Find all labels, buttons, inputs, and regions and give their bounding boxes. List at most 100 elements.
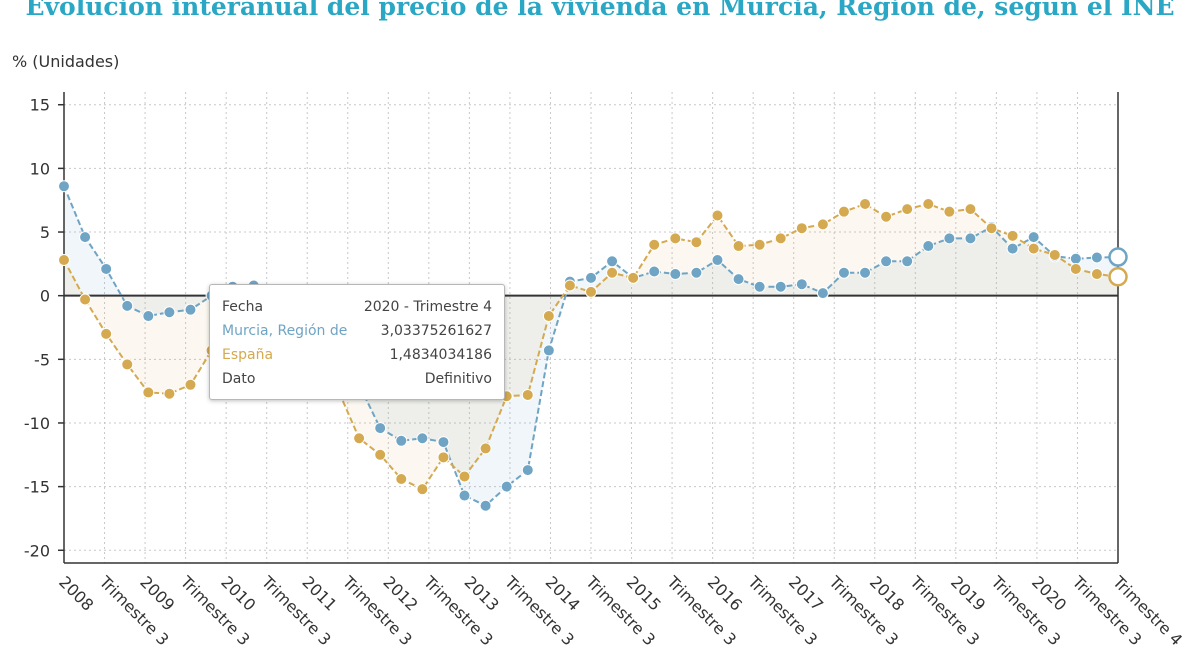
data-point[interactable] xyxy=(458,489,471,502)
data-point[interactable] xyxy=(922,198,935,211)
data-point[interactable] xyxy=(859,266,872,279)
tooltip-murcia-label: Murcia, Región de xyxy=(222,323,348,339)
y-tick-labels: 15 10 5 0 -5 -10 -15 -20 xyxy=(24,96,50,561)
data-point[interactable] xyxy=(184,303,197,316)
data-point[interactable] xyxy=(859,198,872,211)
tooltip-dato-label: Dato xyxy=(222,371,256,387)
data-point[interactable] xyxy=(795,278,808,291)
data-point[interactable] xyxy=(627,271,640,284)
data-tooltip: Fecha 2020 - Trimestre 4 Murcia, Región … xyxy=(209,284,505,400)
data-point[interactable] xyxy=(711,209,724,222)
data-point[interactable] xyxy=(669,232,682,245)
data-point[interactable] xyxy=(521,464,534,477)
data-point[interactable] xyxy=(184,378,197,391)
data-point[interactable] xyxy=(901,203,914,216)
data-point[interactable] xyxy=(437,451,450,464)
data-point[interactable] xyxy=(437,436,450,449)
data-point[interactable] xyxy=(774,280,787,293)
y-tick-label: 15 xyxy=(30,96,50,115)
x-tick-label: 2008 xyxy=(55,572,97,614)
data-point[interactable] xyxy=(121,358,134,371)
data-point[interactable] xyxy=(711,254,724,267)
data-point[interactable] xyxy=(374,448,387,461)
y-axis-unit-label: % (Unidades) xyxy=(12,52,120,71)
data-point[interactable] xyxy=(1108,267,1128,287)
data-point[interactable] xyxy=(774,232,787,245)
data-point[interactable] xyxy=(395,434,408,447)
data-point[interactable] xyxy=(142,386,155,399)
data-point[interactable] xyxy=(521,388,534,401)
data-point[interactable] xyxy=(669,268,682,281)
data-point[interactable] xyxy=(880,255,893,268)
data-point[interactable] xyxy=(163,387,176,400)
data-point[interactable] xyxy=(1090,251,1103,264)
tooltip-row-espana: España 1,4834034186 xyxy=(222,343,492,367)
data-point[interactable] xyxy=(563,279,576,292)
data-point[interactable] xyxy=(416,432,429,445)
tooltip-row-dato: Dato Definitivo xyxy=(222,367,492,391)
tooltip-espana-label: España xyxy=(222,347,274,363)
data-point[interactable] xyxy=(479,499,492,512)
data-point[interactable] xyxy=(1069,252,1082,265)
data-point[interactable] xyxy=(732,273,745,286)
series-area xyxy=(64,204,1118,490)
data-point[interactable] xyxy=(753,280,766,293)
data-point[interactable] xyxy=(1027,242,1040,255)
data-point[interactable] xyxy=(79,293,92,306)
data-point[interactable] xyxy=(816,218,829,231)
data-point[interactable] xyxy=(585,271,597,284)
data-point[interactable] xyxy=(985,222,998,235)
data-point[interactable] xyxy=(964,232,977,245)
data-point[interactable] xyxy=(837,266,850,279)
data-point[interactable] xyxy=(79,231,92,244)
data-point[interactable] xyxy=(880,210,893,223)
tooltip-row-fecha: Fecha 2020 - Trimestre 4 xyxy=(222,295,492,319)
y-tick-label: 10 xyxy=(30,159,50,178)
data-point[interactable] xyxy=(1006,229,1019,242)
data-point[interactable] xyxy=(500,480,513,493)
y-tick-label: 0 xyxy=(40,287,50,306)
data-point[interactable] xyxy=(690,266,703,279)
data-point[interactable] xyxy=(100,262,113,275)
data-point[interactable] xyxy=(943,232,956,245)
data-point[interactable] xyxy=(416,483,429,496)
data-point[interactable] xyxy=(1006,242,1019,255)
data-point[interactable] xyxy=(922,240,935,253)
data-point[interactable] xyxy=(542,310,555,323)
data-point[interactable] xyxy=(100,327,113,340)
data-point[interactable] xyxy=(753,238,766,251)
data-point[interactable] xyxy=(901,255,914,268)
data-point[interactable] xyxy=(374,422,387,435)
data-point[interactable] xyxy=(606,266,619,279)
data-point[interactable] xyxy=(458,470,471,483)
y-tick-label: -10 xyxy=(24,414,50,433)
data-point[interactable] xyxy=(121,299,134,312)
data-point[interactable] xyxy=(648,265,661,278)
data-point[interactable] xyxy=(1048,248,1061,261)
data-point[interactable] xyxy=(479,442,492,455)
data-point[interactable] xyxy=(732,240,745,253)
data-point[interactable] xyxy=(816,287,829,300)
data-point[interactable] xyxy=(58,180,70,193)
data-point[interactable] xyxy=(353,432,366,445)
data-point[interactable] xyxy=(606,255,619,268)
data-point[interactable] xyxy=(837,205,850,218)
data-point[interactable] xyxy=(1027,231,1040,244)
data-point[interactable] xyxy=(395,472,408,485)
y-tick-label: 5 xyxy=(40,223,50,242)
data-point[interactable] xyxy=(795,222,808,235)
data-point[interactable] xyxy=(648,238,661,251)
tooltip-fecha-value: 2020 - Trimestre 4 xyxy=(363,299,492,315)
data-point[interactable] xyxy=(1090,268,1103,281)
data-point[interactable] xyxy=(964,203,977,216)
data-point[interactable] xyxy=(943,205,956,218)
data-point[interactable] xyxy=(1108,247,1128,267)
data-point[interactable] xyxy=(585,285,597,298)
data-point[interactable] xyxy=(690,236,703,249)
data-point[interactable] xyxy=(1069,262,1082,275)
data-point[interactable] xyxy=(142,310,155,323)
data-point[interactable] xyxy=(163,306,176,319)
tooltip-murcia-value: 3,03375261627 xyxy=(380,323,492,339)
data-point[interactable] xyxy=(542,344,555,357)
data-point[interactable] xyxy=(58,254,70,267)
